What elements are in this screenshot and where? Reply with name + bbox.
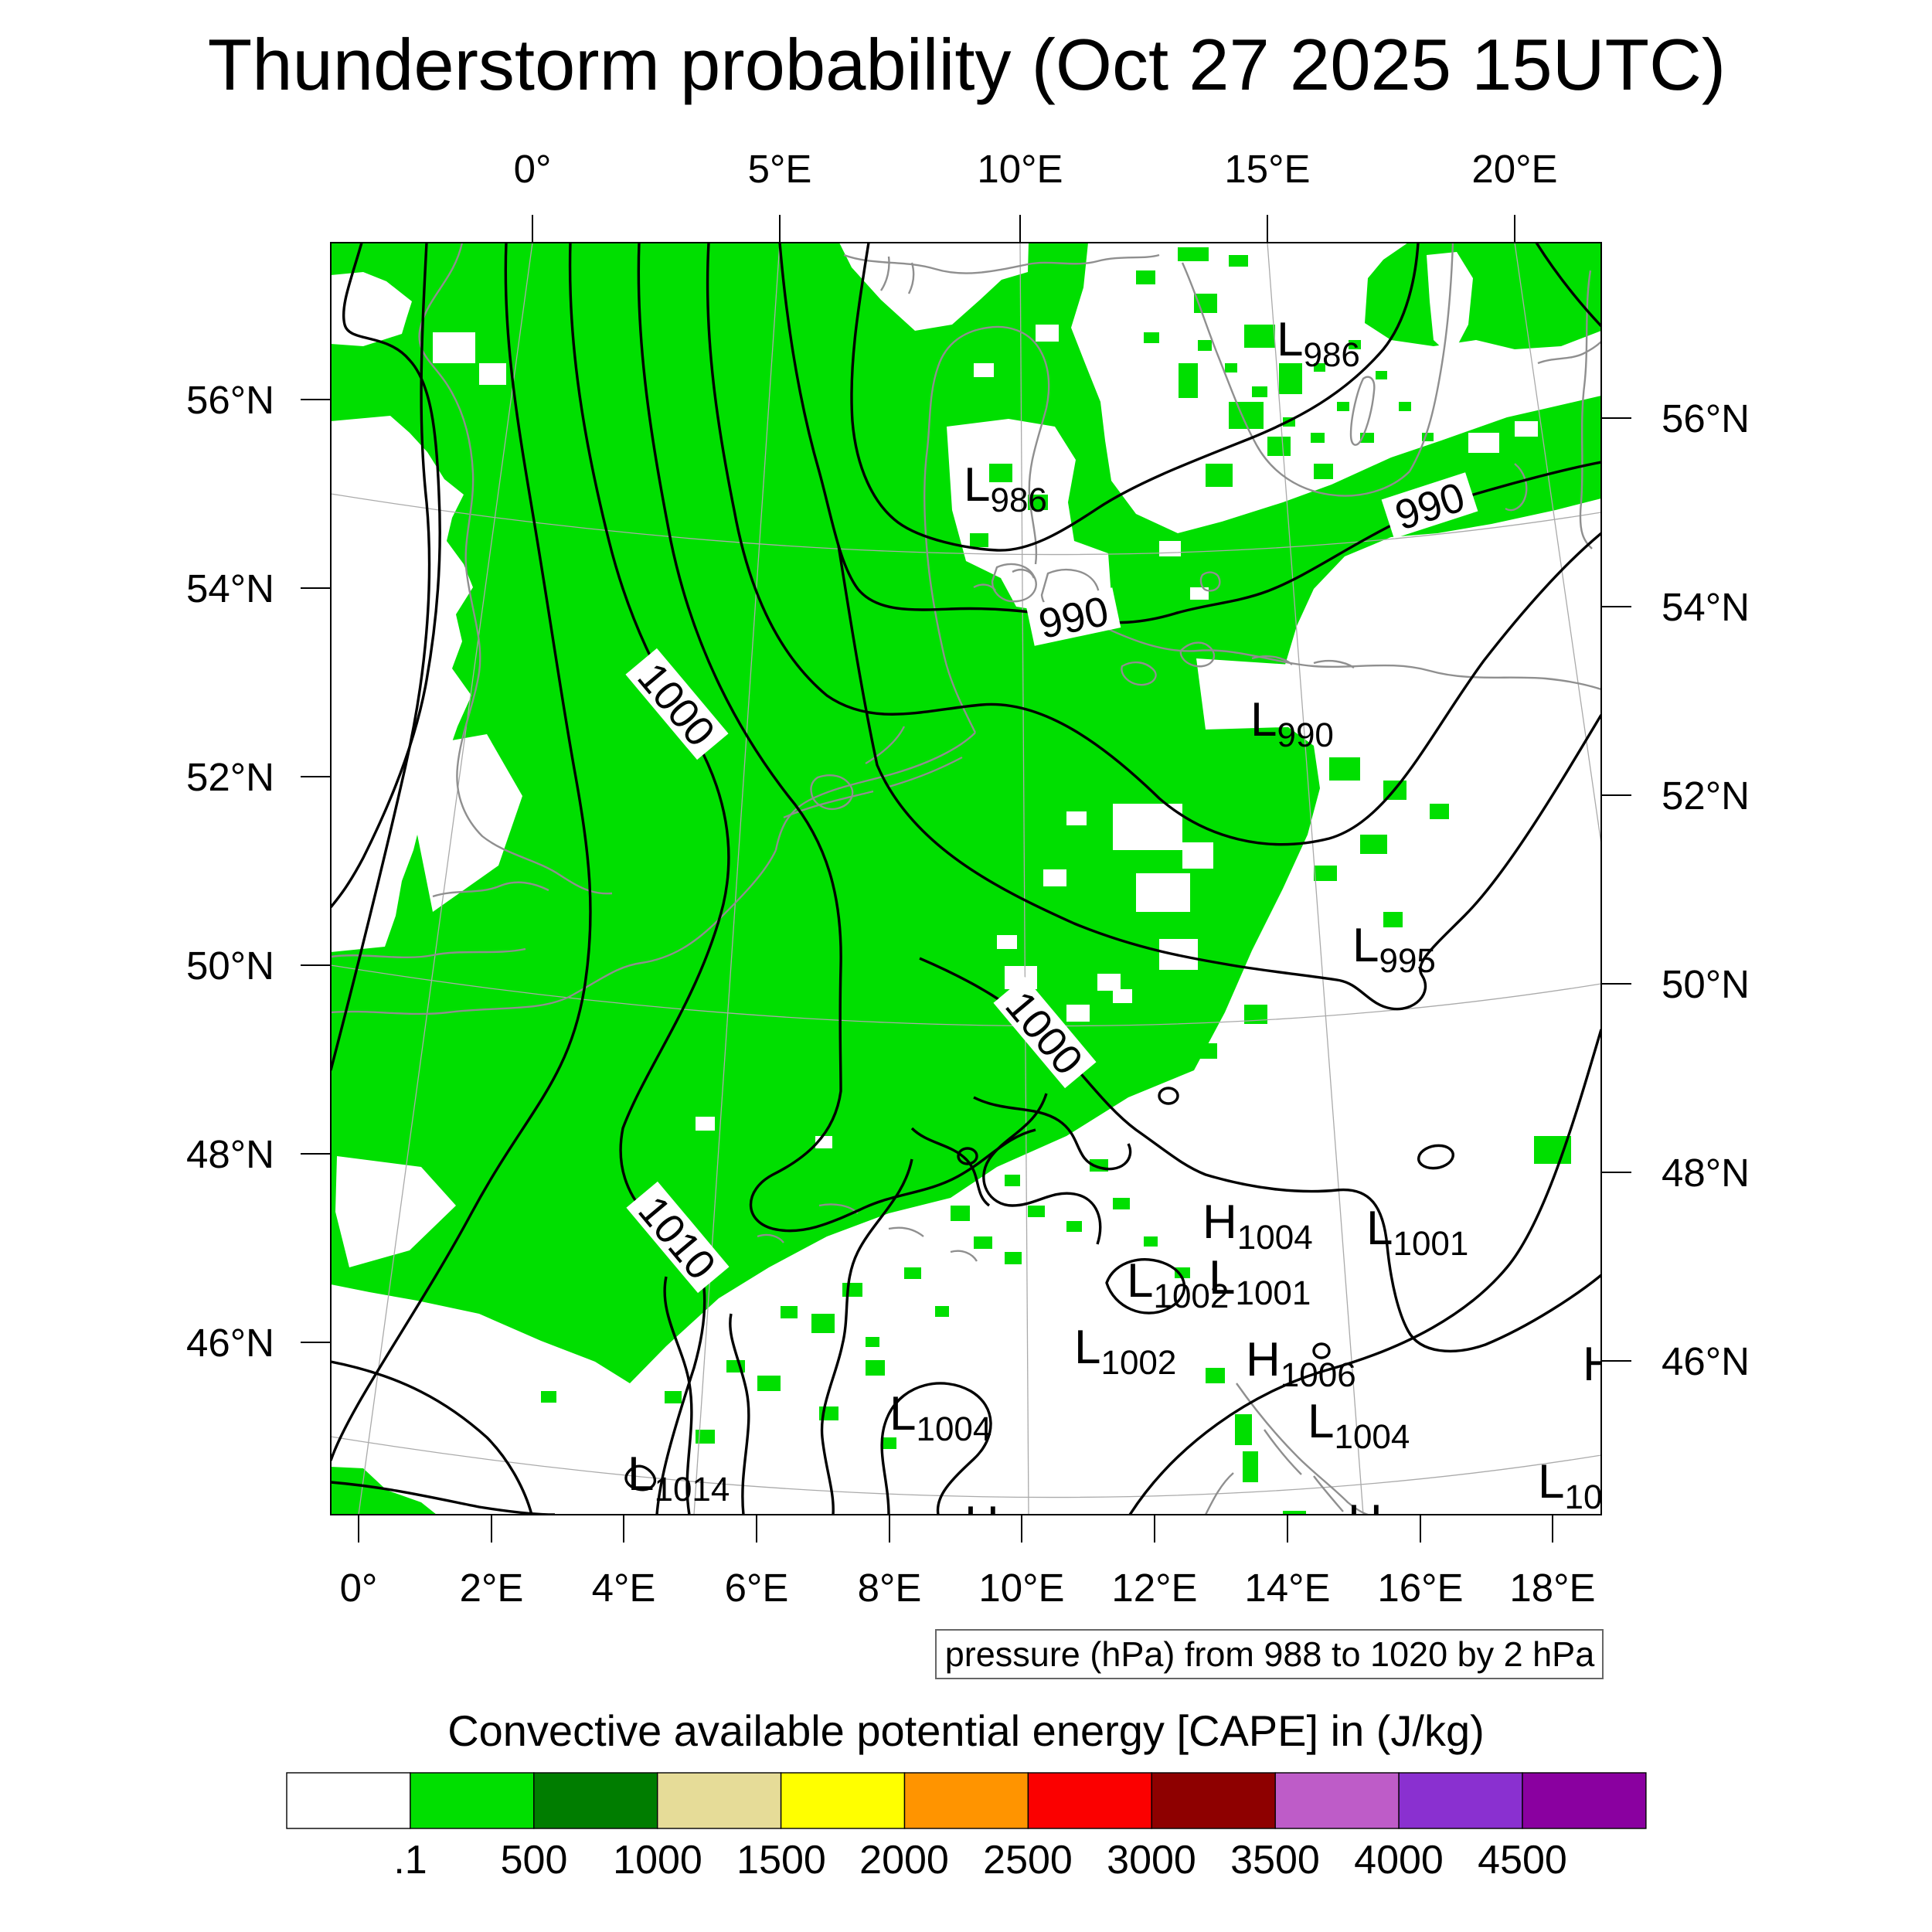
svg-text:1000: 1000 (613, 1838, 702, 1883)
svg-text:50°N: 50°N (186, 944, 274, 988)
svg-text:16°E: 16°E (1377, 1566, 1463, 1610)
svg-text:1500: 1500 (736, 1838, 826, 1883)
svg-text:4500: 4500 (1478, 1838, 1567, 1883)
svg-text:46°N: 46°N (186, 1321, 274, 1365)
svg-text:H1004: H1004 (1202, 1196, 1313, 1257)
svg-text:L1001: L1001 (1366, 1202, 1468, 1263)
svg-text:50°N: 50°N (1662, 962, 1750, 1006)
svg-text:14°E: 14°E (1244, 1566, 1330, 1610)
svg-text:2°E: 2°E (460, 1566, 524, 1610)
svg-text:L1005: L1005 (1538, 1455, 1640, 1516)
svg-text:0°: 0° (514, 147, 552, 191)
svg-text:18°E: 18°E (1509, 1566, 1595, 1610)
svg-text:2500: 2500 (983, 1838, 1073, 1883)
svg-text:3500: 3500 (1230, 1838, 1320, 1883)
svg-text:L1002: L1002 (1074, 1321, 1176, 1382)
svg-text:54°N: 54°N (186, 566, 274, 611)
svg-text:L1004: L1004 (1308, 1395, 1410, 1456)
svg-text:L995: L995 (1352, 919, 1436, 980)
svg-text:6°E: 6°E (725, 1566, 789, 1610)
svg-text:54°N: 54°N (1662, 585, 1750, 629)
svg-text:500: 500 (501, 1838, 568, 1883)
svg-text:0°: 0° (340, 1566, 378, 1610)
svg-text:56°N: 56°N (186, 378, 274, 422)
svg-text:8°E: 8°E (858, 1566, 922, 1610)
svg-text:46°N: 46°N (1662, 1339, 1750, 1383)
svg-text:.1: .1 (393, 1838, 427, 1883)
svg-text:3000: 3000 (1107, 1838, 1196, 1883)
svg-text:48°N: 48°N (186, 1132, 274, 1176)
svg-text:L986: L986 (964, 458, 1047, 519)
svg-text:10°E: 10°E (977, 147, 1063, 191)
svg-text:4°E: 4°E (592, 1566, 656, 1610)
svg-text:5°E: 5°E (748, 147, 812, 191)
svg-text:12°E: 12°E (1111, 1566, 1197, 1610)
svg-text:Convective available potential: Convective available potential energy [C… (447, 1706, 1485, 1755)
svg-text:15°E: 15°E (1224, 147, 1310, 191)
svg-text:56°N: 56°N (1662, 396, 1750, 440)
svg-text:10°E: 10°E (978, 1566, 1064, 1610)
svg-text:Thunderstorm probability (Oct: Thunderstorm probability (Oct 27 2025 15… (208, 24, 1726, 105)
svg-text:L1014: L1014 (628, 1447, 730, 1509)
svg-text:52°N: 52°N (1662, 774, 1750, 818)
svg-text:48°N: 48°N (1662, 1151, 1750, 1195)
svg-text:H1007: H1007 (1348, 1495, 1458, 1556)
svg-text:H1006: H1006 (1246, 1333, 1356, 1394)
svg-text:L1001: L1001 (1209, 1251, 1311, 1312)
svg-text:H: H (964, 1497, 999, 1550)
svg-text:52°N: 52°N (186, 755, 274, 799)
svg-text:H: H (1583, 1338, 1617, 1391)
svg-text:L986: L986 (1277, 313, 1360, 374)
svg-text:4000: 4000 (1354, 1838, 1444, 1883)
svg-text:pressure (hPa) from 988 to 102: pressure (hPa) from 988 to 1020 by 2 hPa (945, 1634, 1595, 1674)
svg-text:2000: 2000 (859, 1838, 949, 1883)
svg-text:20°E: 20°E (1471, 147, 1557, 191)
